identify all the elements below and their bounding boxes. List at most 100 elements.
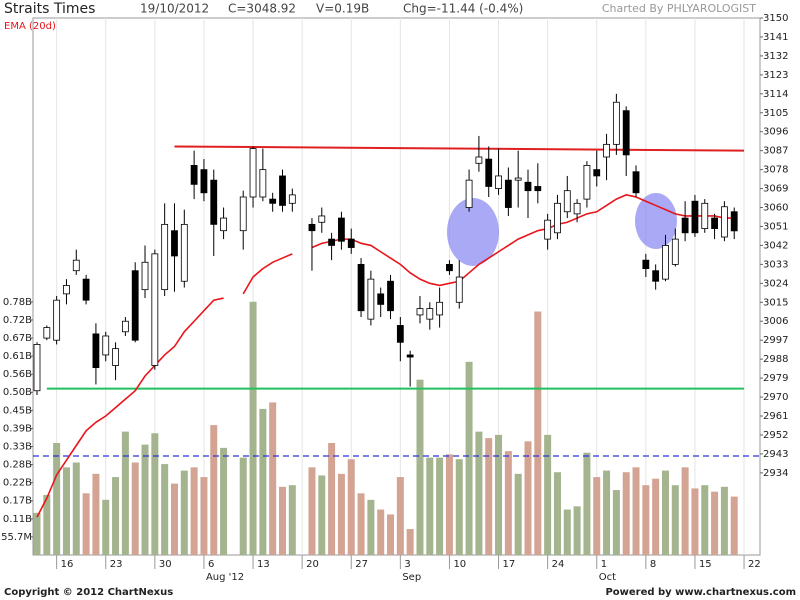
candle-body bbox=[465, 179, 473, 208]
x-month-label: Aug '12 bbox=[206, 572, 244, 583]
volume-bar bbox=[92, 473, 100, 555]
volume-bar bbox=[652, 478, 660, 555]
candle-body bbox=[446, 263, 453, 272]
volume-bar bbox=[357, 493, 365, 555]
y2-tick-label: 0.67B bbox=[3, 333, 32, 344]
y-tick-label: 3060 bbox=[763, 203, 788, 214]
candle-body bbox=[475, 156, 483, 164]
candle-body bbox=[210, 179, 218, 225]
volume-bar bbox=[553, 472, 561, 555]
candle-body bbox=[396, 325, 404, 343]
y-tick-label: 2934 bbox=[763, 468, 788, 479]
y2-tick-label: 0.22B bbox=[3, 478, 32, 489]
volume-bar bbox=[377, 509, 385, 555]
candle-body bbox=[347, 238, 355, 248]
y2-tick-label: 0.17B bbox=[3, 496, 32, 507]
volume-bar bbox=[465, 361, 473, 555]
volume-bar bbox=[387, 514, 395, 555]
y-tick-label: 3069 bbox=[763, 184, 788, 195]
x-tick-label: 8 bbox=[650, 559, 656, 570]
volume-bar bbox=[445, 454, 453, 555]
candle-body bbox=[259, 169, 267, 198]
y-tick-label: 2970 bbox=[763, 392, 788, 403]
y-tick-label: 3105 bbox=[763, 108, 788, 119]
candle-body bbox=[534, 186, 542, 192]
candle-body bbox=[455, 276, 463, 303]
volume-bar bbox=[269, 402, 277, 555]
volume-bar bbox=[43, 494, 51, 555]
candle-body bbox=[200, 169, 208, 194]
y-tick-label: 3051 bbox=[763, 221, 788, 232]
candle-body bbox=[161, 223, 169, 291]
volume-bar bbox=[53, 442, 61, 555]
ema-line bbox=[36, 194, 735, 518]
candle-body bbox=[721, 206, 728, 238]
volume-bar bbox=[730, 496, 738, 555]
x-tick-label: 24 bbox=[552, 559, 565, 570]
volume-bar bbox=[563, 509, 571, 555]
volume-bar bbox=[337, 473, 345, 555]
volume-bar bbox=[495, 434, 503, 555]
copyright: Copyright © 2012 ChartNexus bbox=[4, 587, 173, 598]
x-month-label: Sep bbox=[402, 572, 421, 583]
volume-bar bbox=[131, 462, 139, 555]
volume-bar bbox=[180, 470, 188, 555]
x-month-label: Oct bbox=[599, 572, 616, 583]
y2-tick-label: 0.61B bbox=[3, 351, 32, 362]
y2-tick-label: 0.39B bbox=[3, 423, 32, 434]
volume-bar bbox=[328, 442, 336, 555]
candle-body bbox=[43, 327, 51, 339]
y2-tick-label: 0.33B bbox=[3, 441, 32, 452]
candle-body bbox=[612, 101, 620, 145]
volume-bar bbox=[112, 477, 120, 555]
volume-bar bbox=[622, 472, 630, 555]
candle-body bbox=[563, 190, 571, 213]
volume-bar bbox=[701, 485, 709, 555]
volume-bar bbox=[308, 467, 316, 555]
x-tick-label: 20 bbox=[306, 559, 319, 570]
candle-body bbox=[190, 165, 198, 185]
candle-body bbox=[573, 202, 581, 215]
candle-body bbox=[220, 217, 227, 232]
candle-body bbox=[662, 245, 669, 280]
y2-tick-label: 0.11B bbox=[3, 514, 32, 525]
volume-bar bbox=[504, 451, 512, 555]
volume-bar bbox=[426, 457, 434, 555]
candle-body bbox=[622, 110, 630, 156]
candle-body bbox=[249, 148, 257, 198]
volume-bar bbox=[259, 408, 267, 555]
change-info: Chg=-11.44 (-0.4%) bbox=[403, 2, 523, 16]
volume-bar bbox=[671, 485, 679, 555]
date: 19/10/2012 bbox=[140, 2, 209, 16]
candle-body bbox=[357, 263, 365, 312]
candle-body bbox=[642, 259, 650, 270]
highlight bbox=[635, 193, 677, 249]
volume-bar bbox=[632, 467, 640, 555]
candle-body bbox=[485, 158, 493, 187]
volume-bar bbox=[544, 434, 552, 555]
candle-body bbox=[112, 348, 119, 366]
highlight bbox=[447, 198, 499, 266]
candle-body bbox=[711, 217, 718, 229]
y2-tick-label: 0.28B bbox=[3, 460, 32, 471]
candle-body bbox=[406, 354, 414, 358]
credit: Charted By PHLYAROLOGIST bbox=[602, 2, 756, 15]
x-tick-label: 6 bbox=[208, 559, 214, 570]
candle-body bbox=[593, 169, 601, 177]
candle-body bbox=[436, 301, 444, 316]
volume-bar bbox=[661, 470, 669, 555]
volume-bar bbox=[583, 452, 591, 555]
volume-bar bbox=[603, 470, 611, 555]
volume-bar bbox=[485, 438, 493, 555]
candle-body bbox=[82, 278, 90, 301]
volume-bar bbox=[239, 457, 247, 555]
candle-body bbox=[92, 333, 100, 368]
volume-bar bbox=[416, 379, 424, 555]
y-tick-label: 3033 bbox=[763, 259, 788, 270]
candle-body bbox=[544, 219, 552, 240]
reference-line bbox=[174, 145, 745, 152]
volume-bar bbox=[642, 485, 650, 555]
volume-bar bbox=[288, 485, 296, 555]
y-tick-label: 3123 bbox=[763, 70, 788, 81]
